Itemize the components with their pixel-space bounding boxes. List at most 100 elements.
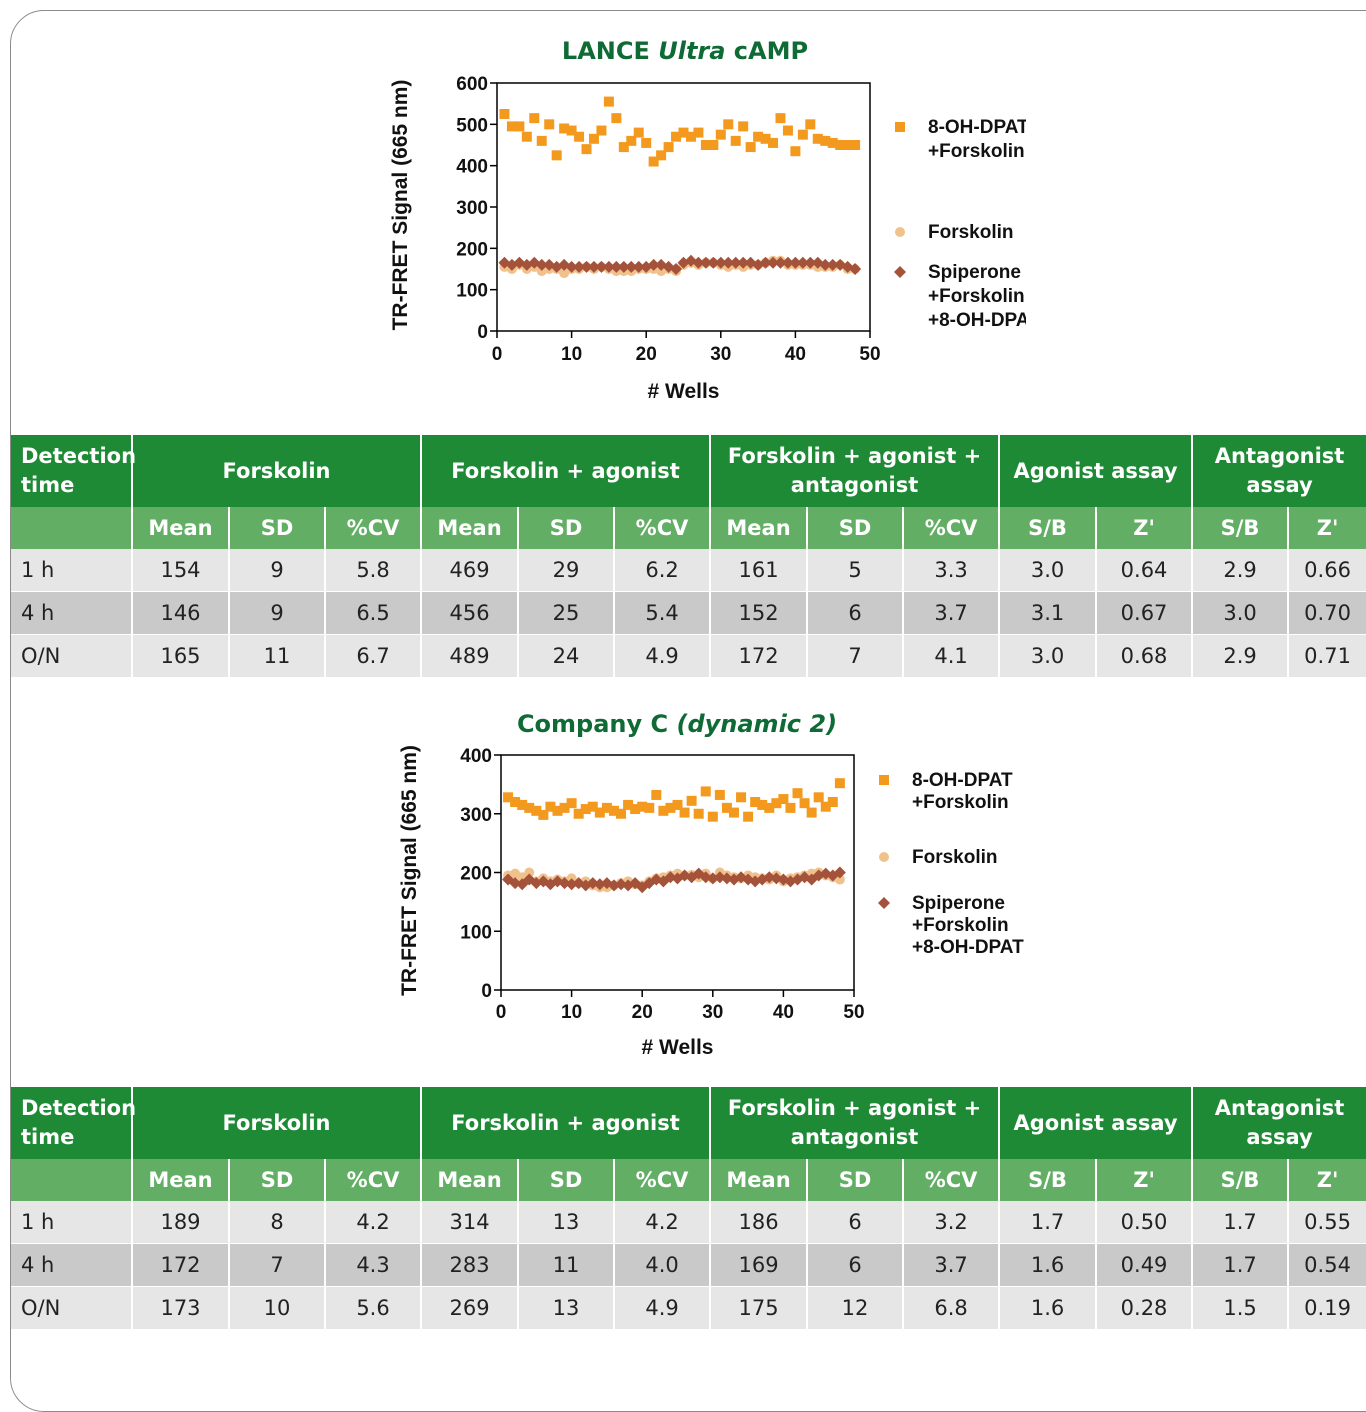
data-point — [630, 804, 641, 815]
data-point — [608, 805, 619, 816]
table-row: 4 h 172 7 4.3 283 11 4.0 169 6 3.7 1.6 0.49 1.7 0.54 — [11, 1243, 1366, 1287]
data-point — [509, 877, 522, 890]
table-cell: 1.7 — [999, 1201, 1098, 1244]
stats-table-lance: Detection time Forskolin Forskolin + ago… — [11, 435, 1366, 678]
x-tick-label: 10 — [561, 1002, 582, 1023]
x-tick-label: 10 — [561, 344, 582, 365]
data-point — [637, 801, 648, 812]
data-point — [819, 258, 832, 271]
header-forskolin: Forskolin — [132, 435, 423, 507]
table-row: O/N 173 10 5.6 269 13 4.9 175 12 6.8 1.6 0.28 1.5 0.1… — [11, 1286, 1366, 1330]
subheader-cell: SD — [807, 507, 905, 549]
data-point — [559, 123, 570, 134]
data-point — [820, 135, 831, 146]
x-axis-label: # Wells — [648, 380, 720, 403]
table-cell: 2.9 — [1192, 634, 1290, 678]
table-cell: 186 — [710, 1201, 809, 1244]
data-point — [797, 129, 808, 140]
subheader-cell: SD — [807, 1159, 905, 1201]
data-point — [665, 802, 676, 813]
legend-label: +Forskolin — [928, 286, 1025, 307]
data-point — [753, 131, 764, 142]
header-detection-time: Detection time — [11, 435, 136, 507]
subheader-cell: Mean — [132, 1159, 230, 1201]
data-point — [835, 140, 846, 150]
data-point — [596, 125, 607, 136]
series-2 — [502, 866, 846, 894]
subheader-cell: Z' — [1288, 507, 1366, 549]
table-cell: 4.2 — [614, 1201, 712, 1244]
data-point — [812, 133, 823, 144]
subheader-blank — [11, 507, 133, 549]
data-point — [602, 260, 615, 273]
data-point — [700, 140, 711, 150]
data-point — [672, 799, 683, 810]
table-cell: 3.1 — [999, 591, 1098, 635]
data-point — [603, 96, 614, 107]
chart-company-c: Company C (dynamic 2) 0 100 200 300 400 0 10 20… — [0, 690, 1366, 1085]
header-forskolin-agonist-antagonist: Forskolin + agonist + antagonist — [710, 435, 1001, 507]
legend-marker — [879, 775, 889, 785]
data-point — [700, 786, 711, 797]
data-point — [714, 789, 725, 800]
subheader-cell: Mean — [421, 507, 520, 549]
table-cell: 7 — [229, 1243, 326, 1287]
data-point — [521, 131, 532, 142]
data-point — [820, 801, 831, 812]
table-cell: 9 — [229, 591, 326, 635]
table-cell: 3.7 — [903, 591, 1001, 635]
data-point — [827, 137, 838, 148]
table-cell: 283 — [421, 1243, 520, 1287]
data-point — [789, 256, 802, 269]
data-point — [510, 797, 521, 807]
data-point — [617, 260, 630, 273]
data-point — [723, 119, 734, 130]
y-tick-label: 200 — [460, 864, 492, 885]
table-cell: 9 — [229, 549, 326, 592]
data-point — [588, 133, 599, 144]
data-point — [633, 127, 644, 138]
subheader-cell: %CV — [325, 507, 423, 549]
subheader-cell: Z' — [1288, 1159, 1366, 1201]
table-cell: 173 — [132, 1286, 230, 1330]
table-cell: 2.9 — [1192, 549, 1290, 592]
y-tick-label: 300 — [456, 198, 488, 219]
table-cell: 6.7 — [325, 634, 423, 678]
data-point — [551, 150, 562, 161]
y-tick-label: 300 — [460, 805, 492, 826]
subheader-cell: SD — [229, 1159, 326, 1201]
data-point — [594, 807, 605, 818]
chart-title: Company C (dynamic 2) — [517, 710, 837, 738]
legend-marker — [878, 897, 890, 909]
x-tick-label: 0 — [496, 1002, 507, 1023]
table-cell: 3.0 — [999, 549, 1098, 592]
data-point — [611, 113, 622, 124]
data-point — [791, 873, 804, 886]
table-cell: 13 — [518, 1286, 616, 1330]
data-point — [790, 146, 801, 157]
data-point — [729, 256, 742, 269]
data-point — [778, 794, 789, 805]
header-forskolin-agonist: Forskolin + agonist — [421, 435, 712, 507]
table-cell: 175 — [710, 1286, 809, 1330]
legend-label: +Forskolin — [912, 915, 1009, 936]
chart-title: LANCE Ultra cAMP — [562, 37, 808, 65]
subheader-cell: %CV — [903, 1159, 1001, 1201]
table-cell: 8 — [229, 1201, 326, 1244]
legend-marker — [894, 266, 906, 278]
data-point — [601, 802, 612, 813]
data-point — [796, 256, 809, 269]
subheader-cell: SD — [518, 507, 616, 549]
data-point — [756, 873, 769, 886]
x-axis-label: # Wells — [642, 1036, 714, 1059]
data-point — [679, 807, 690, 818]
table-cell: 4.2 — [325, 1201, 423, 1244]
data-point — [506, 121, 517, 132]
data-point — [767, 256, 780, 269]
data-point — [579, 879, 592, 892]
data-point — [610, 260, 623, 273]
subheader-cell: S/B — [1192, 507, 1290, 549]
data-point — [535, 258, 548, 271]
table-cell: 0.71 — [1288, 634, 1366, 678]
data-point — [750, 797, 761, 807]
